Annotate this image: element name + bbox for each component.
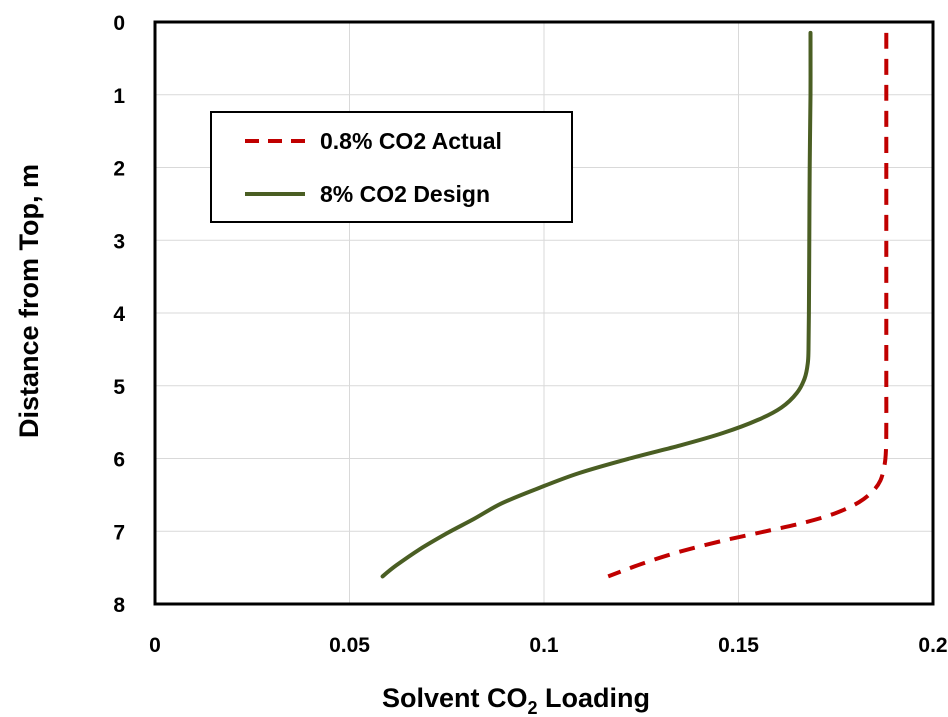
- series-layer: [380, 30, 889, 579]
- y-axis-title: Distance from Top, m: [14, 164, 44, 438]
- legend-label-actual: 0.8% CO2 Actual: [320, 128, 502, 154]
- legend-box: [210, 111, 573, 223]
- x-axis-title-subscript: 2: [528, 698, 538, 717]
- series-line-actual: [607, 32, 889, 579]
- y-tick-labels: 0 1 2 3 4 5 6 7 8: [113, 12, 125, 617]
- legend: 0.8% CO2 Actual 8% CO2 Design: [210, 111, 573, 223]
- x-tick-label: 0: [149, 634, 161, 657]
- legend-label-design: 8% CO2 Design: [320, 181, 490, 207]
- y-tick-label: 1: [113, 85, 125, 108]
- x-tick-label: 0.1: [529, 634, 559, 657]
- y-tick-label: 2: [113, 158, 125, 181]
- plot-frame: [153, 20, 935, 606]
- x-tick-label: 0.05: [329, 634, 370, 657]
- x-axis-title: Solvent CO2 Loading: [382, 683, 650, 717]
- x-tick-labels: 0 0.05 0.1 0.15 0.2: [149, 634, 947, 657]
- series-line-design: [380, 30, 813, 579]
- y-tick-label: 4: [113, 303, 125, 326]
- x-axis-title-main: Solvent CO: [382, 683, 528, 713]
- y-tick-label: 5: [113, 376, 125, 399]
- grid: [154, 21, 934, 605]
- x-tick-label: 0.2: [918, 634, 947, 657]
- y-tick-label: 0: [113, 12, 125, 35]
- y-tick-label: 8: [113, 594, 125, 617]
- x-axis-title-suffix: Loading: [538, 683, 650, 713]
- y-tick-label: 6: [113, 449, 125, 472]
- y-tick-label: 3: [113, 230, 125, 253]
- x-tick-label: 0.15: [718, 634, 759, 657]
- y-tick-label: 7: [113, 521, 125, 544]
